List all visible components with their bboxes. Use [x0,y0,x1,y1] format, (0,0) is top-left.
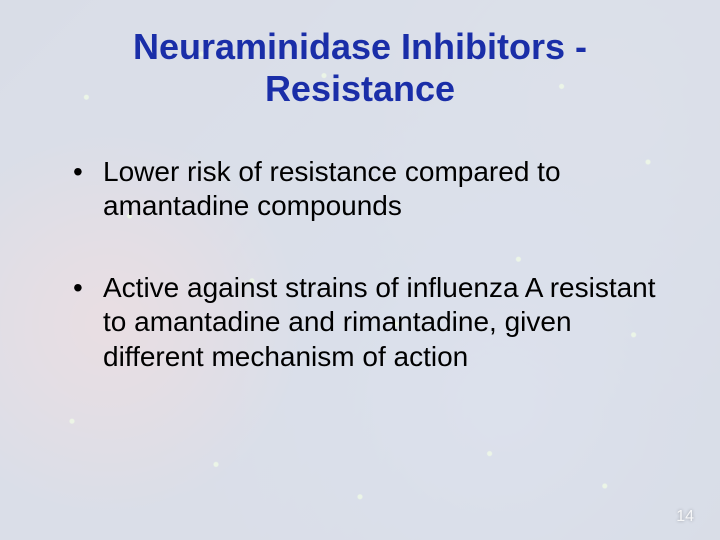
bullet-list: Lower risk of resistance compared to ama… [55,155,665,374]
title-line-2: Resistance [265,68,455,109]
bullet-item: Lower risk of resistance compared to ama… [73,155,665,223]
slide-content: Neuraminidase Inhibitors - Resistance Lo… [0,0,720,540]
title-line-1: Neuraminidase Inhibitors - [133,26,587,67]
slide: Neuraminidase Inhibitors - Resistance Lo… [0,0,720,540]
bullet-item: Active against strains of influenza A re… [73,271,665,373]
page-number: 14 [676,508,694,526]
slide-title: Neuraminidase Inhibitors - Resistance [55,26,665,111]
